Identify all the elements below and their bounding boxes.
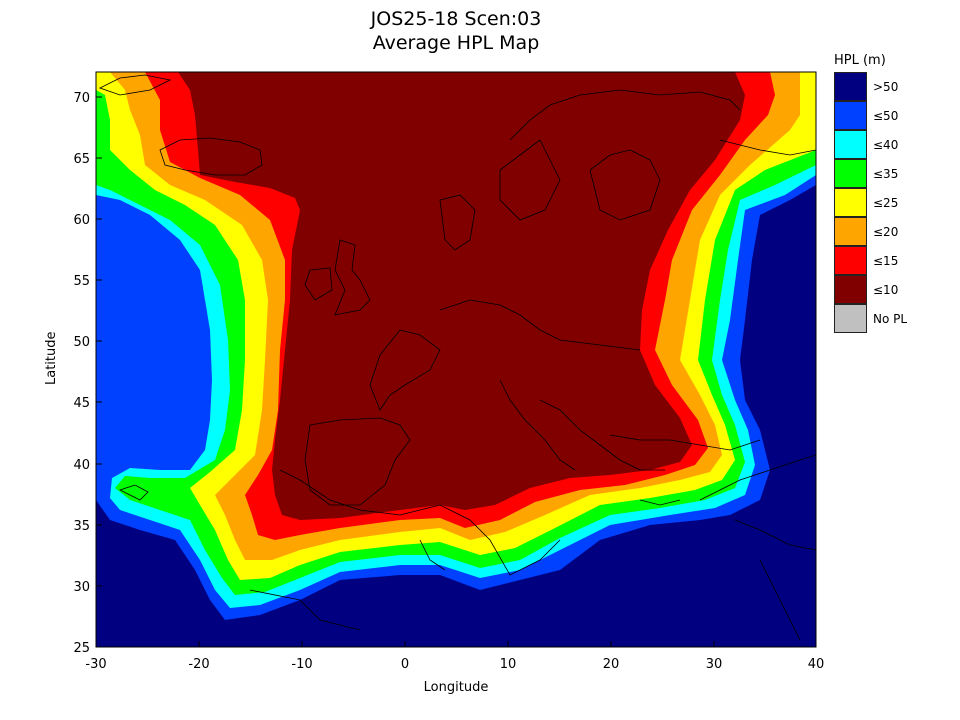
legend-item: ≤35 [834, 159, 954, 188]
chart-title: JOS25-18 Scen:03 [370, 8, 542, 30]
legend-title: HPL (m) [834, 53, 886, 68]
hpl-contours [96, 72, 816, 647]
legend-item: ≤40 [834, 130, 954, 159]
legend-item: ≤25 [834, 188, 954, 217]
y-tick-label: 45 [73, 396, 90, 411]
legend-label: ≤25 [873, 195, 899, 210]
x-tick-label: 40 [808, 657, 825, 672]
legend-label: ≤20 [873, 224, 899, 239]
legend-swatch [834, 101, 867, 130]
plot-frame [95, 71, 817, 648]
legend-label: ≤10 [873, 282, 899, 297]
legend-label: ≤50 [873, 108, 899, 123]
y-tick-label: 55 [73, 274, 90, 289]
chart-subtitle: Average HPL Map [372, 32, 540, 54]
legend-item: ≤15 [834, 246, 954, 275]
y-tick-labels: 25 30 35 40 45 50 55 60 65 70 [73, 91, 90, 656]
legend-item: No PL [834, 304, 954, 333]
legend-swatch [834, 130, 867, 159]
y-tick-label: 25 [73, 641, 90, 656]
y-tick-label: 40 [73, 458, 90, 473]
legend-swatch [834, 304, 867, 333]
x-tick-label: -20 [188, 657, 209, 672]
legend-item: ≤20 [834, 217, 954, 246]
y-tick-label: 65 [73, 152, 90, 167]
coastlines [98, 74, 816, 641]
x-tick-label: 0 [401, 657, 409, 672]
x-axis-label: Longitude [423, 680, 489, 695]
x-tick-label: 20 [603, 657, 620, 672]
x-tick-label: -30 [85, 657, 106, 672]
x-tick-labels: -30 -20 -10 0 10 20 30 40 [85, 657, 824, 672]
y-tick-label: 35 [73, 519, 90, 534]
legend-label: ≤15 [873, 253, 899, 268]
legend-item: ≤50 [834, 101, 954, 130]
legend-label: >50 [873, 79, 899, 94]
legend-swatch [834, 72, 867, 101]
y-tick-label: 50 [73, 335, 90, 350]
legend-label: No PL [873, 311, 908, 326]
legend-label: ≤35 [873, 166, 899, 181]
legend-swatch [834, 188, 867, 217]
legend-item: ≤10 [834, 275, 954, 304]
x-tick-label: 10 [500, 657, 517, 672]
legend-swatch [834, 159, 867, 188]
legend-item: >50 [834, 72, 954, 101]
y-tick-label: 70 [73, 91, 90, 106]
x-tick-label: -10 [291, 657, 312, 672]
legend-swatch [834, 246, 867, 275]
y-tick-label: 60 [73, 213, 90, 228]
x-tick-label: 30 [706, 657, 723, 672]
y-tick-label: 30 [73, 580, 90, 595]
legend: HPL (m) >50 ≤50 ≤40 ≤35 ≤25 ≤20 ≤15 ≤10 … [834, 52, 954, 333]
legend-label: ≤40 [873, 137, 899, 152]
legend-swatch [834, 275, 867, 304]
band-le10 [178, 72, 745, 520]
y-axis-label: Latitude [44, 331, 59, 385]
tick-marks [95, 96, 817, 648]
legend-swatch [834, 217, 867, 246]
